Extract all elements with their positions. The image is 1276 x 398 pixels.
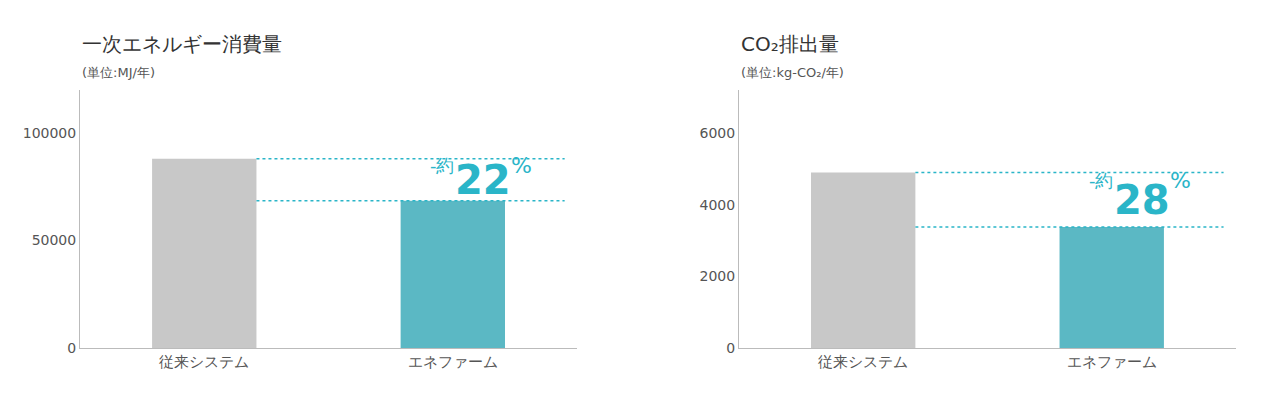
svg-text:CO₂排出量: CO₂排出量 — [741, 32, 839, 56]
svg-text:(単位:kg-CO₂/年): (単位:kg-CO₂/年) — [741, 65, 844, 80]
svg-text:-約: -約 — [1089, 170, 1114, 191]
svg-text:4000: 4000 — [699, 197, 735, 213]
svg-text:22: 22 — [455, 157, 511, 203]
svg-text:一次エネルギー消費量: 一次エネルギー消費量 — [82, 32, 282, 56]
svg-text:0: 0 — [726, 340, 735, 356]
svg-text:%: % — [511, 153, 532, 178]
svg-text:28: 28 — [1114, 177, 1170, 223]
svg-text:-約: -約 — [430, 155, 455, 176]
svg-text:エネファーム: エネファーム — [408, 353, 498, 371]
svg-text:%: % — [1170, 168, 1191, 193]
svg-text:従来システム: 従来システム — [159, 353, 249, 371]
svg-text:従来システム: 従来システム — [818, 353, 908, 371]
svg-text:0: 0 — [67, 340, 76, 356]
svg-text:2000: 2000 — [699, 268, 735, 284]
svg-text:エネファーム: エネファーム — [1067, 353, 1157, 371]
svg-text:6000: 6000 — [699, 125, 735, 141]
svg-text:100000: 100000 — [23, 125, 76, 141]
svg-text:(単位:MJ/年): (単位:MJ/年) — [82, 65, 155, 80]
svg-text:50000: 50000 — [32, 232, 77, 248]
